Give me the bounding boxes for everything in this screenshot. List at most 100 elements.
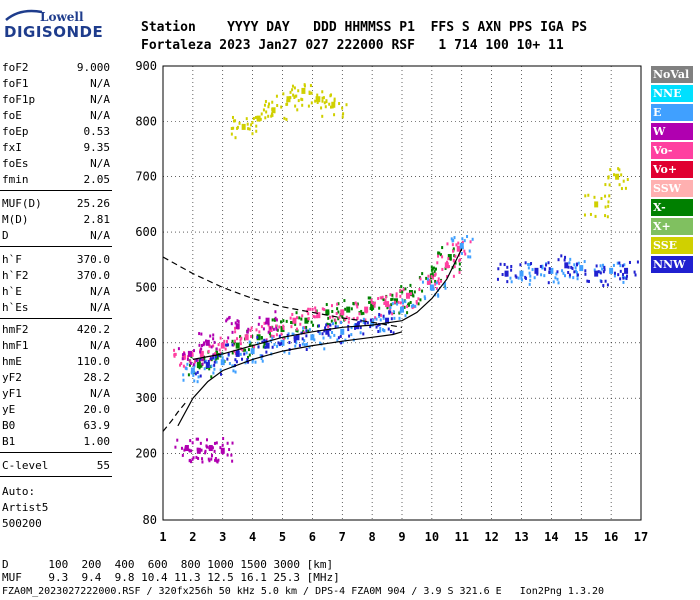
x-tick-label: 9 <box>398 530 405 544</box>
echo-mark <box>231 364 234 368</box>
echo-mark <box>430 265 433 269</box>
echo-mark <box>285 102 288 106</box>
echo-mark <box>250 326 253 330</box>
echo-mark <box>234 358 237 362</box>
echo-mark <box>214 456 217 460</box>
echo-mark <box>447 257 450 261</box>
echo-mark <box>452 238 455 242</box>
data-point <box>199 350 204 357</box>
echo-mark <box>528 282 531 286</box>
echo-mark <box>409 301 412 305</box>
echo-mark <box>401 298 404 302</box>
echo-mark <box>265 350 268 354</box>
echo-mark <box>289 316 292 320</box>
echo-mark <box>362 320 365 324</box>
y-tick-label: 300 <box>135 391 157 405</box>
echo-mark <box>318 331 321 335</box>
data-point <box>184 445 189 452</box>
echo-mark <box>293 86 296 90</box>
echo-mark <box>196 358 199 362</box>
echo-mark <box>348 334 351 338</box>
echo-mark <box>547 281 550 285</box>
echo-mark <box>415 301 418 305</box>
echo-mark <box>618 168 621 172</box>
echo-mark <box>275 333 278 337</box>
echo-mark <box>208 344 211 348</box>
echo-mark <box>607 200 610 204</box>
echo-mark <box>458 259 461 263</box>
echo-mark <box>404 314 407 318</box>
data-point <box>340 328 345 335</box>
param-row: B0 63.9 <box>2 418 110 434</box>
param-value: N/A <box>90 77 110 90</box>
echo-mark <box>338 102 341 106</box>
echo-mark <box>529 278 532 282</box>
echo-mark <box>228 362 231 366</box>
echo-mark <box>424 297 427 301</box>
echo-mark <box>261 354 264 358</box>
echo-mark <box>307 104 310 108</box>
echo-mark <box>251 360 254 364</box>
echo-mark <box>234 370 237 374</box>
echo-mark <box>607 204 610 208</box>
echo-mark <box>575 271 578 275</box>
param-label: foF1 <box>2 77 29 90</box>
echo-mark <box>297 334 300 338</box>
echo-mark <box>329 335 332 339</box>
echo-mark <box>300 317 303 321</box>
echo-mark <box>599 271 602 275</box>
trace-profile-solid <box>177 331 403 427</box>
echo-mark <box>341 314 344 318</box>
echo-mark <box>299 322 302 326</box>
echo-mark <box>433 270 436 274</box>
echo-mark <box>251 334 254 338</box>
x-tick-label: 6 <box>309 530 316 544</box>
echo-mark <box>282 327 285 331</box>
echo-mark <box>219 336 222 340</box>
echo-mark <box>372 302 375 306</box>
echo-mark <box>210 375 213 379</box>
echo-mark <box>613 173 616 177</box>
x-tick-label: 7 <box>339 530 346 544</box>
echo-mark <box>568 261 571 265</box>
param-value: N/A <box>90 157 110 170</box>
echo-mark <box>259 354 262 358</box>
param-row: foE N/A <box>2 108 110 124</box>
echo-mark <box>552 280 555 284</box>
echo-mark <box>608 183 611 187</box>
echo-mark <box>402 288 405 292</box>
echo-mark <box>334 318 337 322</box>
param-value: 63.9 <box>83 419 111 432</box>
echo-mark <box>356 305 359 309</box>
echo-mark <box>356 302 359 306</box>
echo-mark <box>337 336 340 340</box>
echo-mark <box>247 327 250 331</box>
echo-mark <box>628 260 631 264</box>
echo-mark <box>219 368 222 372</box>
echo-mark <box>300 331 303 335</box>
echo-mark <box>191 352 194 356</box>
param-value: N/A <box>90 301 110 314</box>
echo-mark <box>435 287 438 291</box>
echo-mark <box>365 310 368 314</box>
echo-mark <box>509 276 512 280</box>
param-label: MUF(D) <box>2 197 42 210</box>
echo-mark <box>197 365 200 369</box>
divider <box>0 476 112 477</box>
param-value: 2.05 <box>83 173 111 186</box>
echo-mark <box>316 100 319 104</box>
echo-mark <box>271 345 274 349</box>
echo-mark <box>336 325 339 329</box>
echo-mark <box>180 446 183 450</box>
echo-mark <box>331 315 334 319</box>
echo-mark <box>391 297 394 301</box>
param-value: 20.0 <box>83 403 111 416</box>
data-point <box>519 270 524 277</box>
echo-mark <box>215 355 218 359</box>
echo-mark <box>389 310 392 314</box>
echo-mark <box>593 195 596 199</box>
data-point <box>426 278 431 285</box>
echo-mark <box>434 272 437 276</box>
echo-mark <box>314 306 317 310</box>
echo-mark <box>209 334 212 338</box>
